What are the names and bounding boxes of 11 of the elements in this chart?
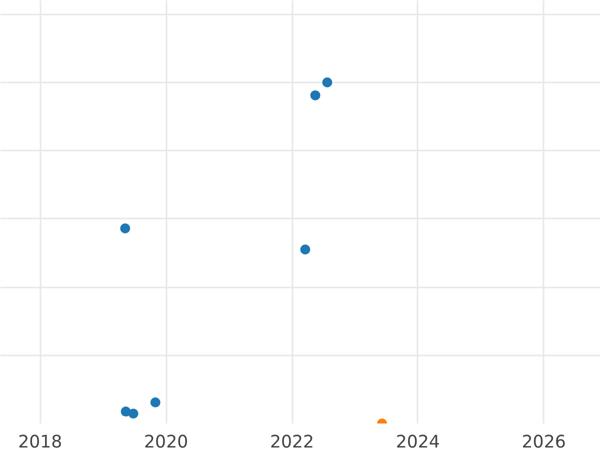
x-tick-label: 2026: [522, 432, 566, 450]
point: [322, 77, 332, 88]
point: [310, 90, 320, 100]
point: [150, 397, 160, 408]
point: [300, 244, 310, 255]
point: [120, 223, 130, 234]
x-tick-label: 2022: [270, 432, 314, 450]
point: [128, 408, 138, 419]
x-tick-label: 2024: [396, 432, 440, 450]
x-tick-label: 2018: [18, 432, 62, 450]
x-tick-label: 2020: [144, 432, 188, 450]
